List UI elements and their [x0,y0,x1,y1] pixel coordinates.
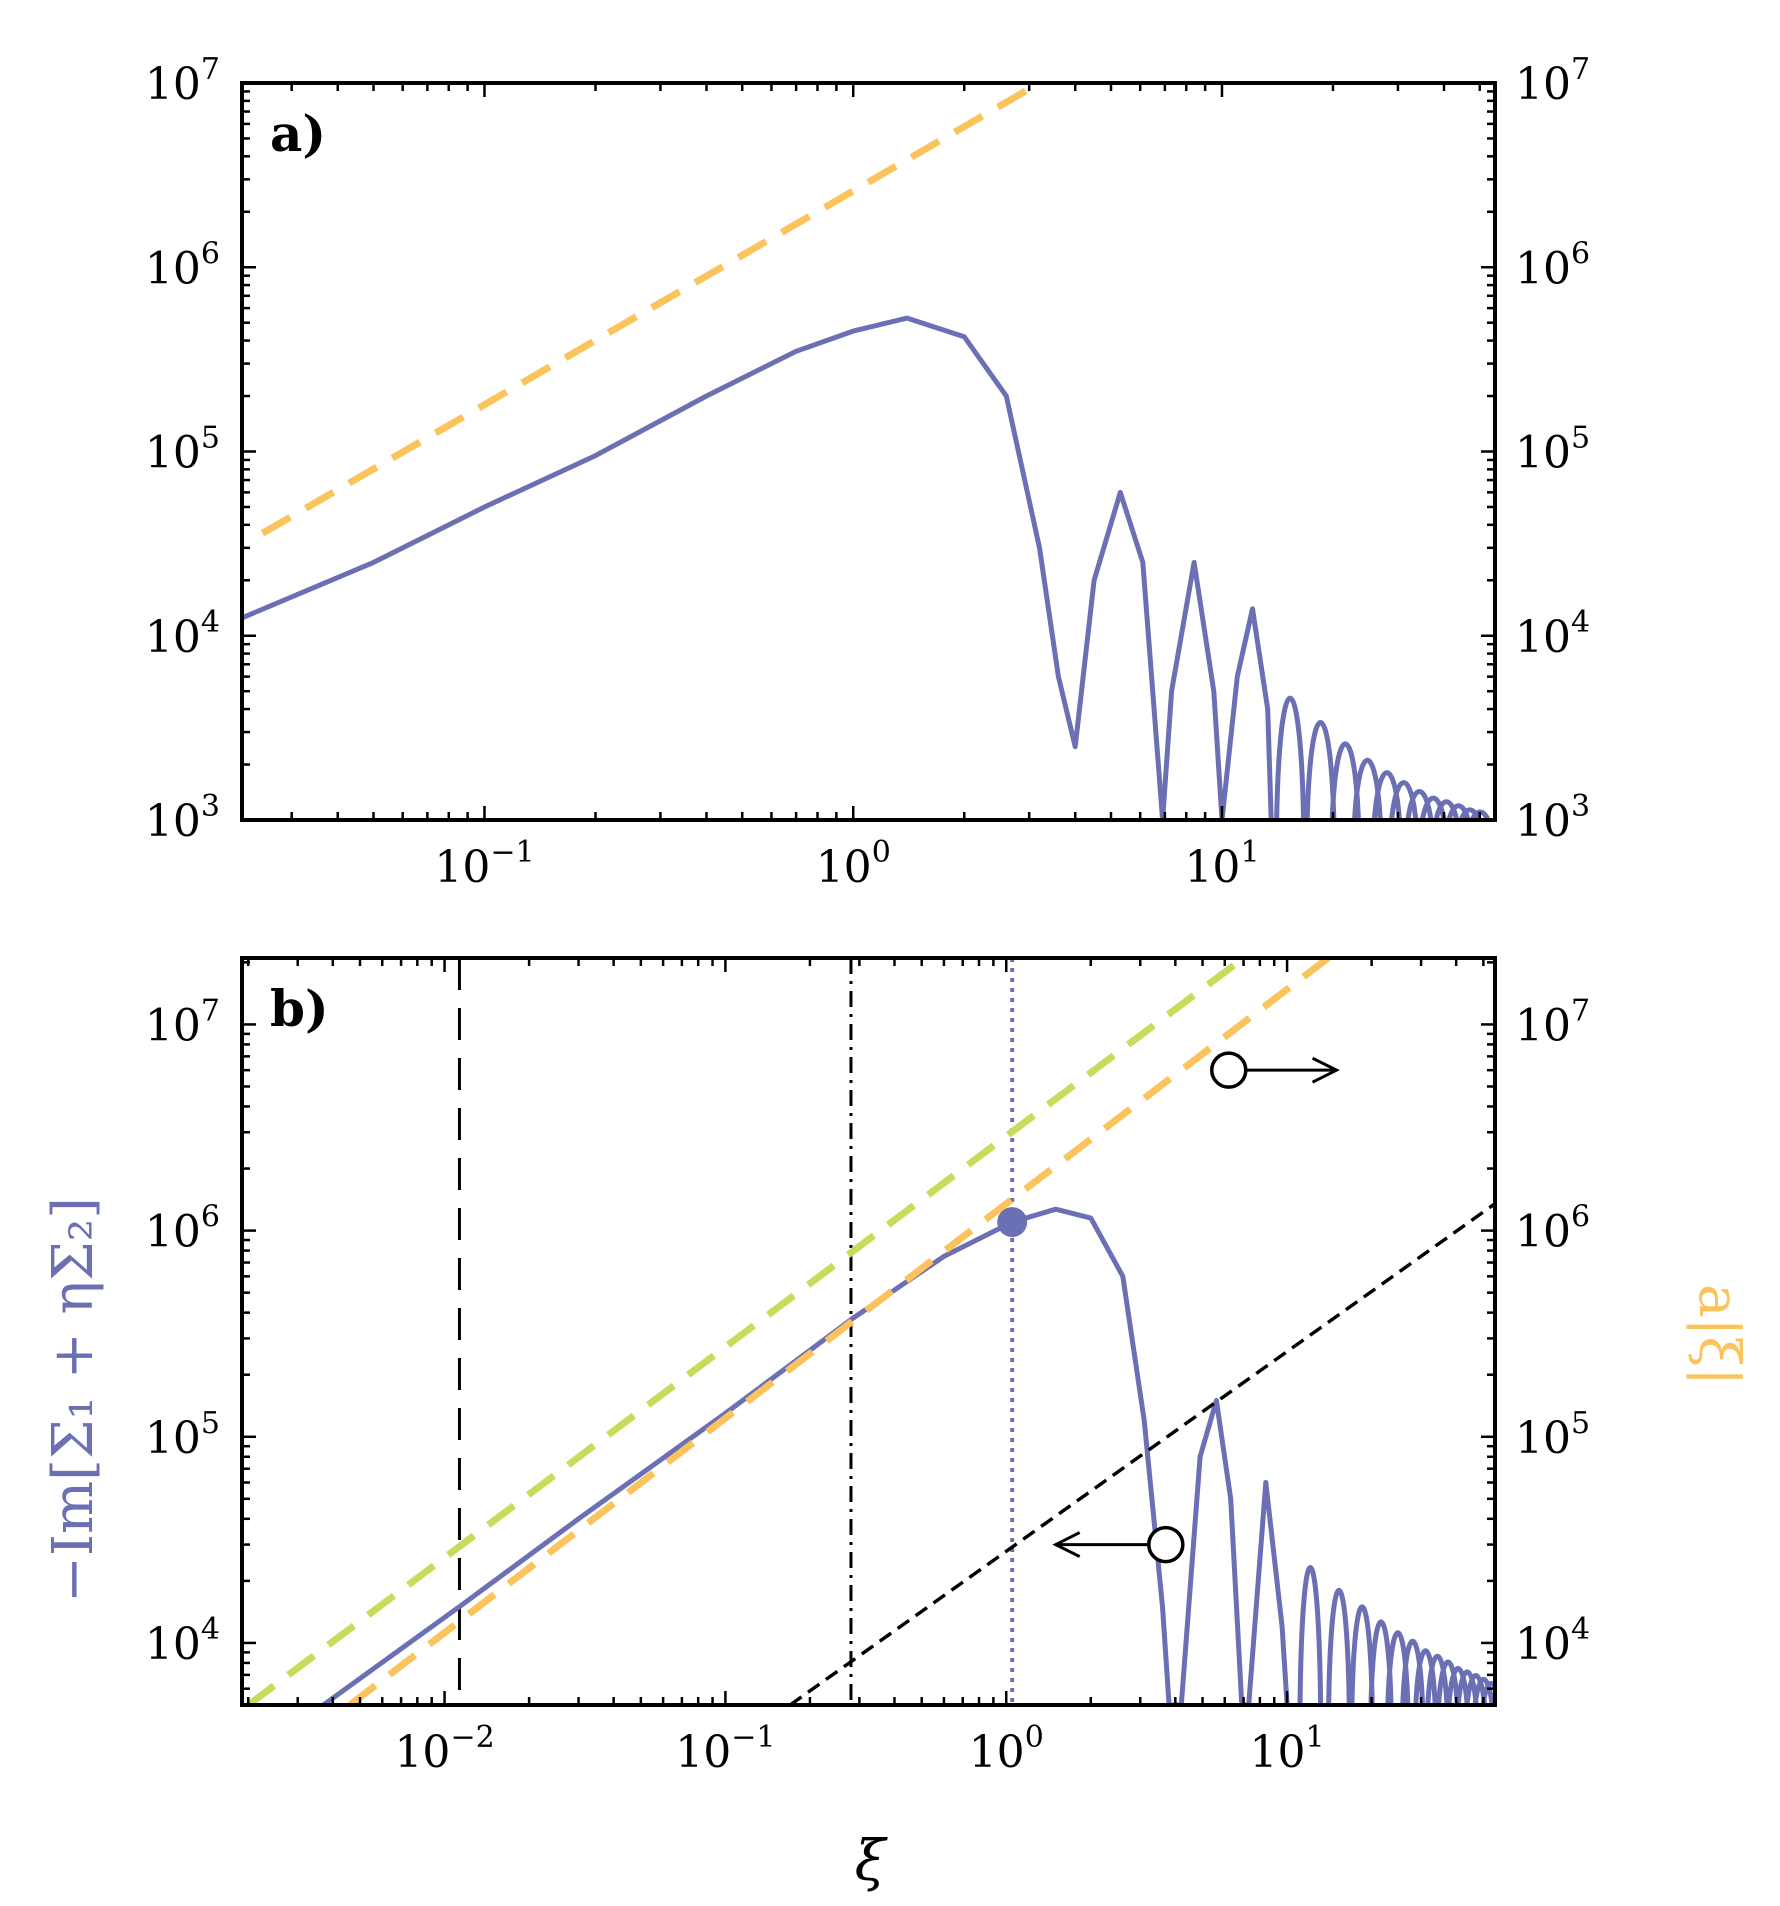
panel-a-panel-label: a) [270,104,326,163]
panel-b-series-4-dashed-fine-line [789,1202,1495,1705]
panel-b-y-tick-label-left-1: 104 [145,1612,220,1670]
panel-b-y-tick-label-right-4: 107 [1515,993,1590,1051]
y-axis-label-left: −Im[Σ₁ + ηΣ₂] [41,1197,106,1603]
panel-b-annotation-arrowhead-1 [1311,1056,1340,1084]
panel-a-y-tick-label-right-4: 106 [1515,236,1590,294]
panel-a-frame [240,81,1497,822]
panel-a-plot-area [242,83,1491,820]
panel-a-y-tick-label-right-5: 107 [1515,52,1590,110]
panel-b-x-tick-label-3: 100 [969,1720,1044,1778]
panel-b-y-tick-label-right-3: 106 [1515,1200,1590,1258]
panel-b-series-2-dashed-line [246,958,1246,1705]
panel-b-annotation-arrowhead-2 [1052,1531,1081,1558]
panel-a-y-tick-label-left-4: 106 [145,236,220,294]
y-axis-label-right: a|ξ| [1686,1284,1751,1386]
panel-b-annotation-circle-2 [1147,1525,1185,1564]
panel-b-series-1-solid-line [321,1206,1495,1705]
panel-a-x-tick-label-2: 100 [816,835,891,893]
panel-b-annotation-circle-1 [1210,1051,1248,1089]
panel-a-series-1-solid-line [242,315,1491,820]
panel-a-series-2-dashed-line [260,83,1042,537]
panel-a-x-tick-label-1: 10−1 [434,835,534,893]
panel-b-panel-label: b) [270,979,329,1038]
panel-b-y-tick-label-left-4: 107 [145,993,220,1051]
panel-b-y-tick-label-right-2: 105 [1515,1406,1590,1464]
panel-b-x-tick-label-2: 10−1 [675,1720,775,1778]
panel-b-frame [240,956,1497,1707]
panel-b-plot-area [246,958,1495,1705]
panel-b: 10−2 10−1 100 101 104 105 106 107 104 105 106 107 b) [145,956,1590,1778]
panel-a-ticks [242,81,1495,822]
panel-a-y-tick-label-right-3: 105 [1515,421,1590,479]
panel-a-x-tick-label-3: 101 [1184,835,1259,893]
panel-b-marker-point [997,1207,1028,1238]
panel-b-series-3-dashed-line [347,958,1331,1705]
panel-a-y-tick-label-left-5: 107 [145,52,220,110]
panel-a-y-tick-label-left-1: 103 [145,789,220,847]
panel-b-x-tick-label-1: 10−2 [394,1720,494,1778]
panel-a-y-tick-label-left-3: 105 [145,421,220,479]
x-axis-label: ξ [855,1829,889,1894]
panel-a-y-tick-label-right-1: 103 [1515,789,1590,847]
panel-a: 10−1 100 101 103 104 105 106 107 103 104 105 106 107… [145,52,1590,893]
panel-a-y-tick-label-left-2: 104 [145,605,220,663]
panel-b-y-tick-label-right-1: 104 [1515,1612,1590,1670]
panel-b-x-tick-label-4: 101 [1250,1720,1325,1778]
panel-a-y-tick-label-right-2: 104 [1515,605,1590,663]
panel-b-ticks [242,958,1495,1707]
panel-b-y-tick-label-left-2: 105 [145,1406,220,1464]
panel-b-y-tick-label-left-3: 106 [145,1200,220,1258]
